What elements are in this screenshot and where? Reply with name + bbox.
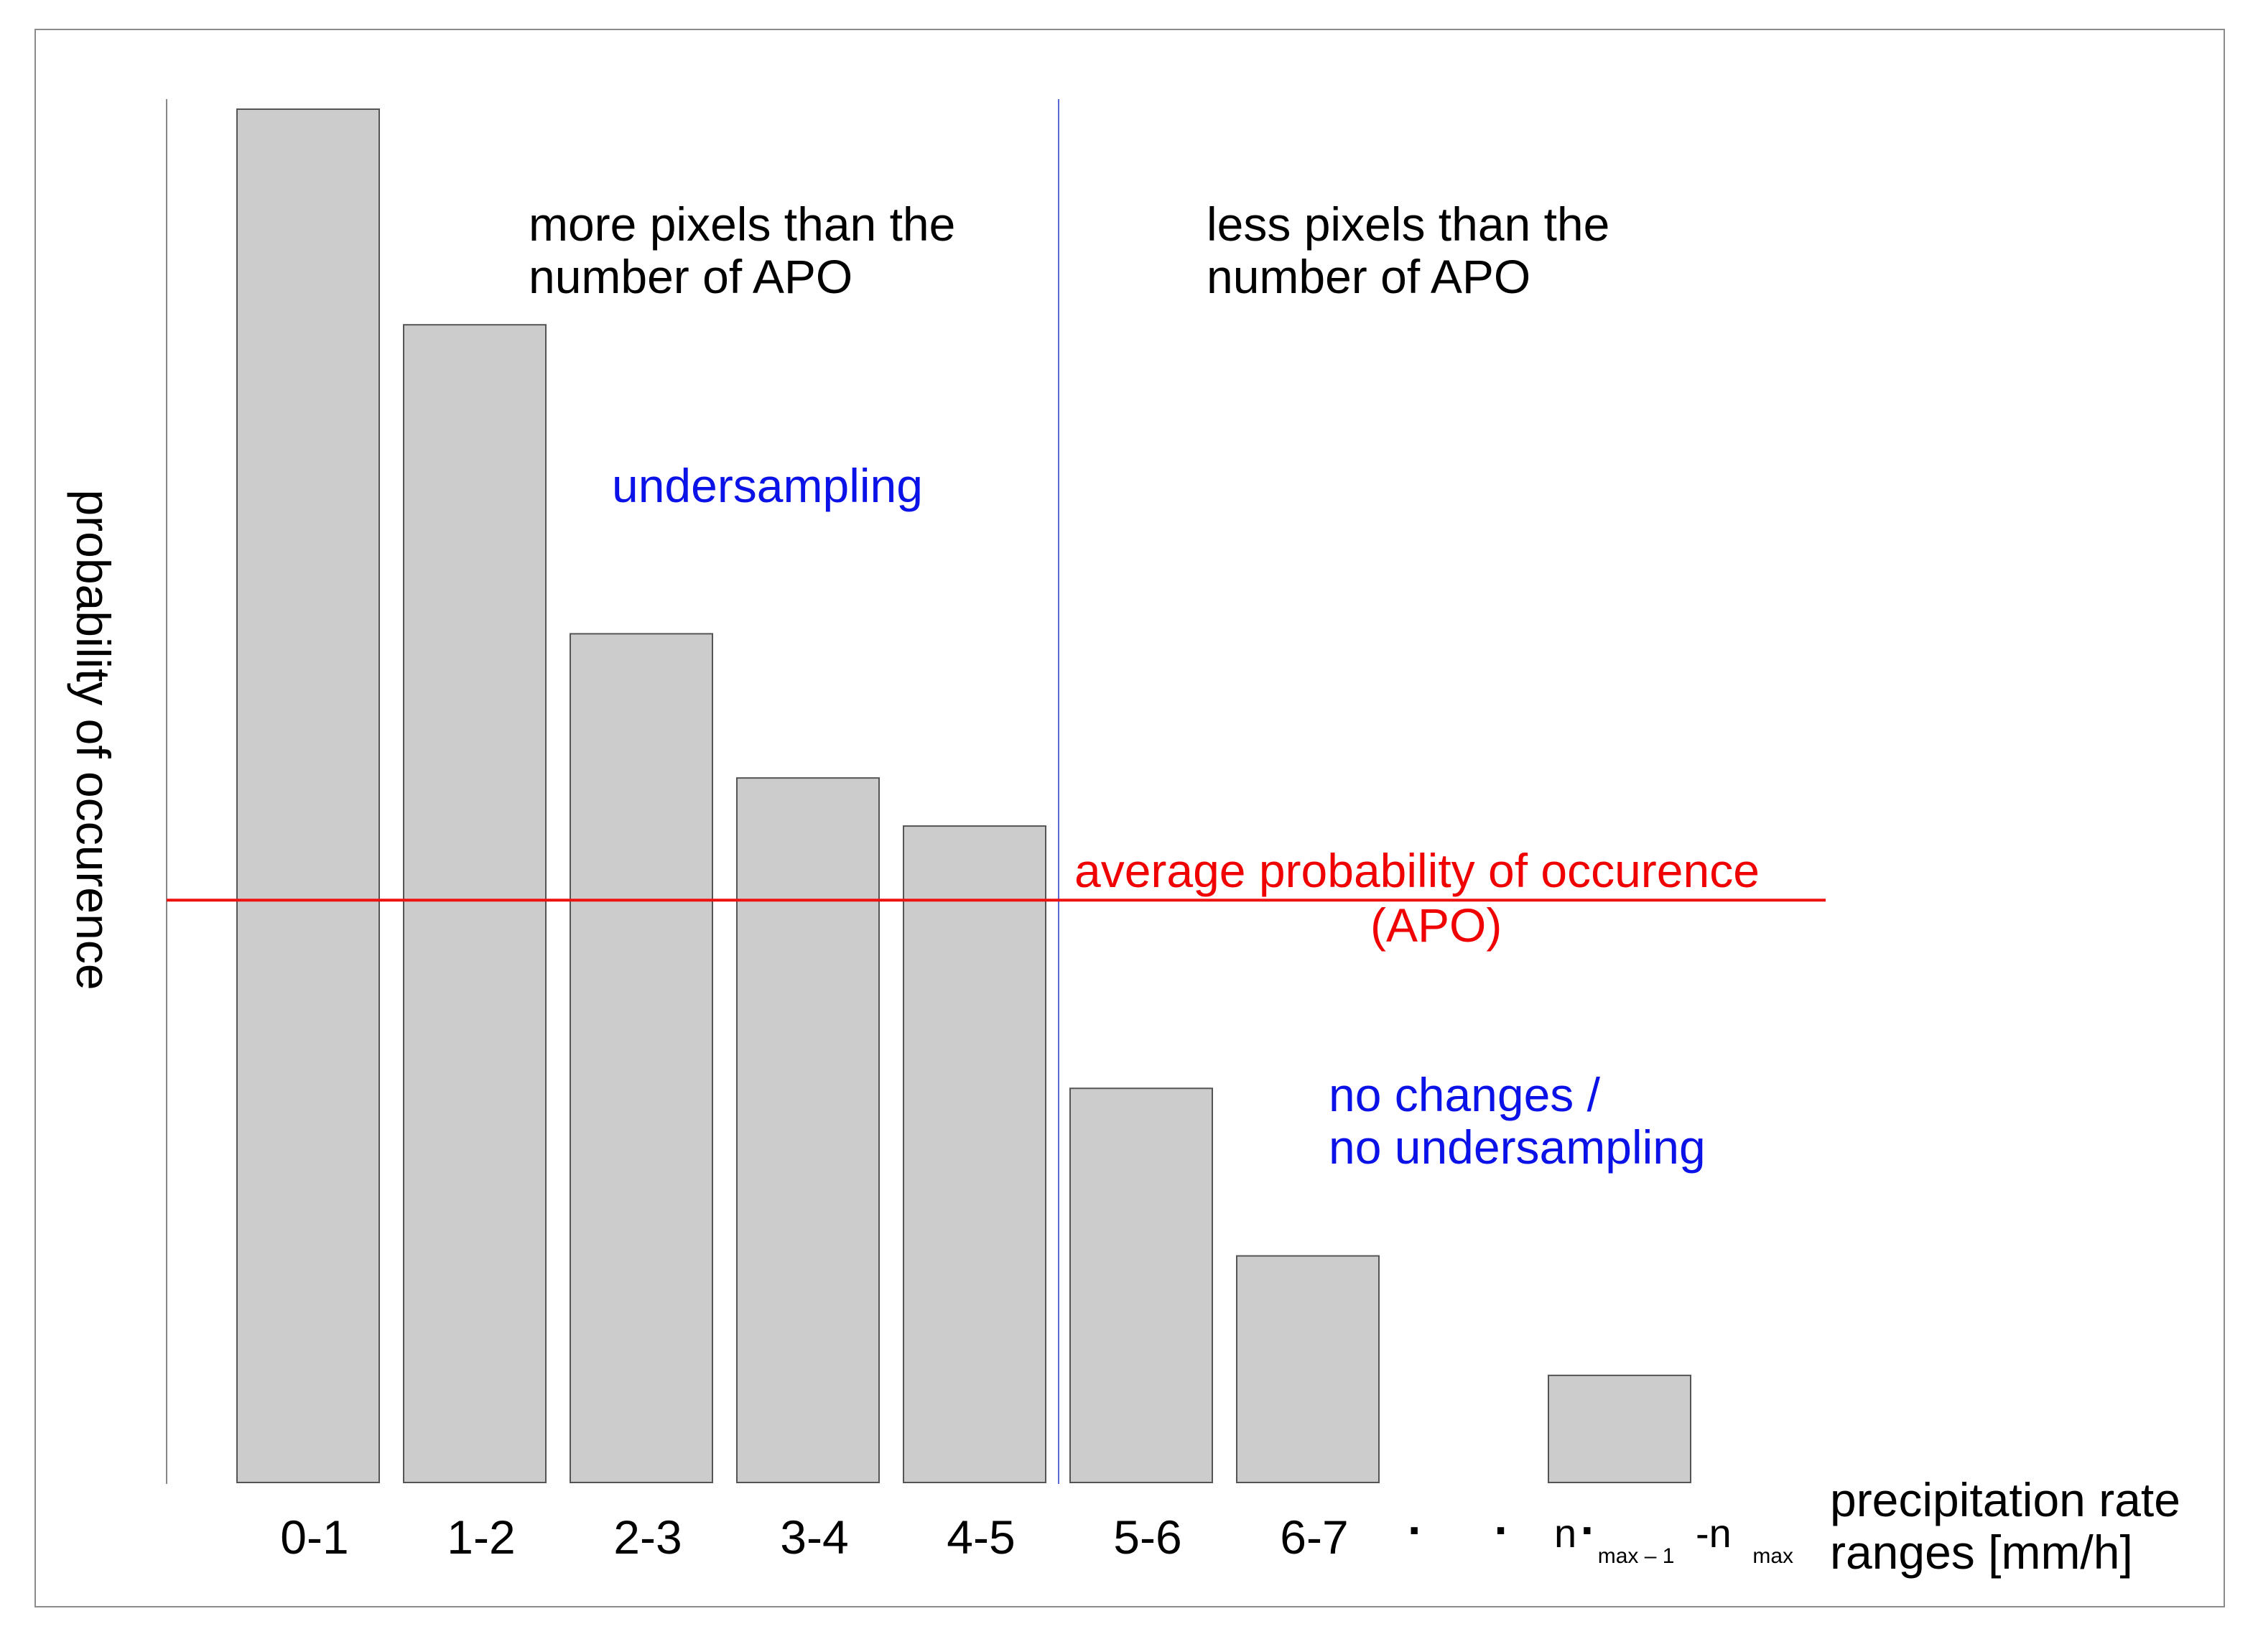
x-axis-label: precipitation rate ranges [mm/h]	[1830, 1474, 2180, 1578]
x-tick-label: 5-6	[1113, 1511, 1182, 1564]
x-axis-label-line2: ranges [mm/h]	[1830, 1525, 2133, 1579]
annotation-less-pixels: less pixels than the number of APO	[1207, 198, 1609, 302]
annotation-less-pixels-line1: less pixels than the	[1207, 198, 1610, 251]
bar-6	[1236, 1255, 1380, 1484]
annotation-more-pixels: more pixels than the number of APO	[529, 198, 955, 302]
annotation-no-changes-line2: no undersampling	[1329, 1120, 1706, 1174]
x-tick-ellipsis: · · ·	[1408, 1503, 1625, 1556]
annotation-more-pixels-line1: more pixels than the	[529, 198, 956, 251]
bar-2	[570, 633, 713, 1483]
x-tick-label: 3-4	[780, 1511, 849, 1564]
last-label-n: n	[1554, 1511, 1577, 1556]
y-axis-label: probability of occurence	[67, 489, 120, 990]
annotation-less-pixels-line2: number of APO	[1207, 249, 1531, 303]
x-axis-label-line1: precipitation rate	[1830, 1473, 2180, 1526]
last-label-sub1: max – 1	[1597, 1544, 1675, 1568]
chart-frame	[34, 29, 2225, 1607]
x-tick-label-last: n max – 1 -n max	[1554, 1511, 1793, 1568]
bar-1	[403, 324, 547, 1484]
annotation-no-changes-line1: no changes /	[1329, 1068, 1600, 1121]
x-tick-label: 0-1	[280, 1511, 349, 1564]
annotation-undersampling: undersampling	[612, 459, 923, 512]
x-tick-label: 1-2	[447, 1511, 516, 1564]
annotation-no-changes: no changes / no undersampling	[1329, 1069, 1706, 1173]
bar-3	[736, 777, 880, 1484]
x-tick-label: 6-7	[1280, 1511, 1349, 1564]
bar-4	[903, 825, 1046, 1483]
x-tick-label: 4-5	[947, 1511, 1016, 1564]
bar-5	[1069, 1087, 1213, 1483]
annotation-apo-line2: (APO)	[1370, 899, 1502, 952]
last-label-sep: -n	[1696, 1511, 1732, 1556]
bar-0	[236, 108, 380, 1483]
annotation-more-pixels-line2: number of APO	[529, 249, 853, 303]
x-tick-label: 2-3	[613, 1511, 682, 1564]
bar-7	[1548, 1374, 1691, 1484]
annotation-apo-line1: average probability of occurence	[1074, 844, 1760, 897]
last-label-sub2: max	[1752, 1544, 1794, 1568]
